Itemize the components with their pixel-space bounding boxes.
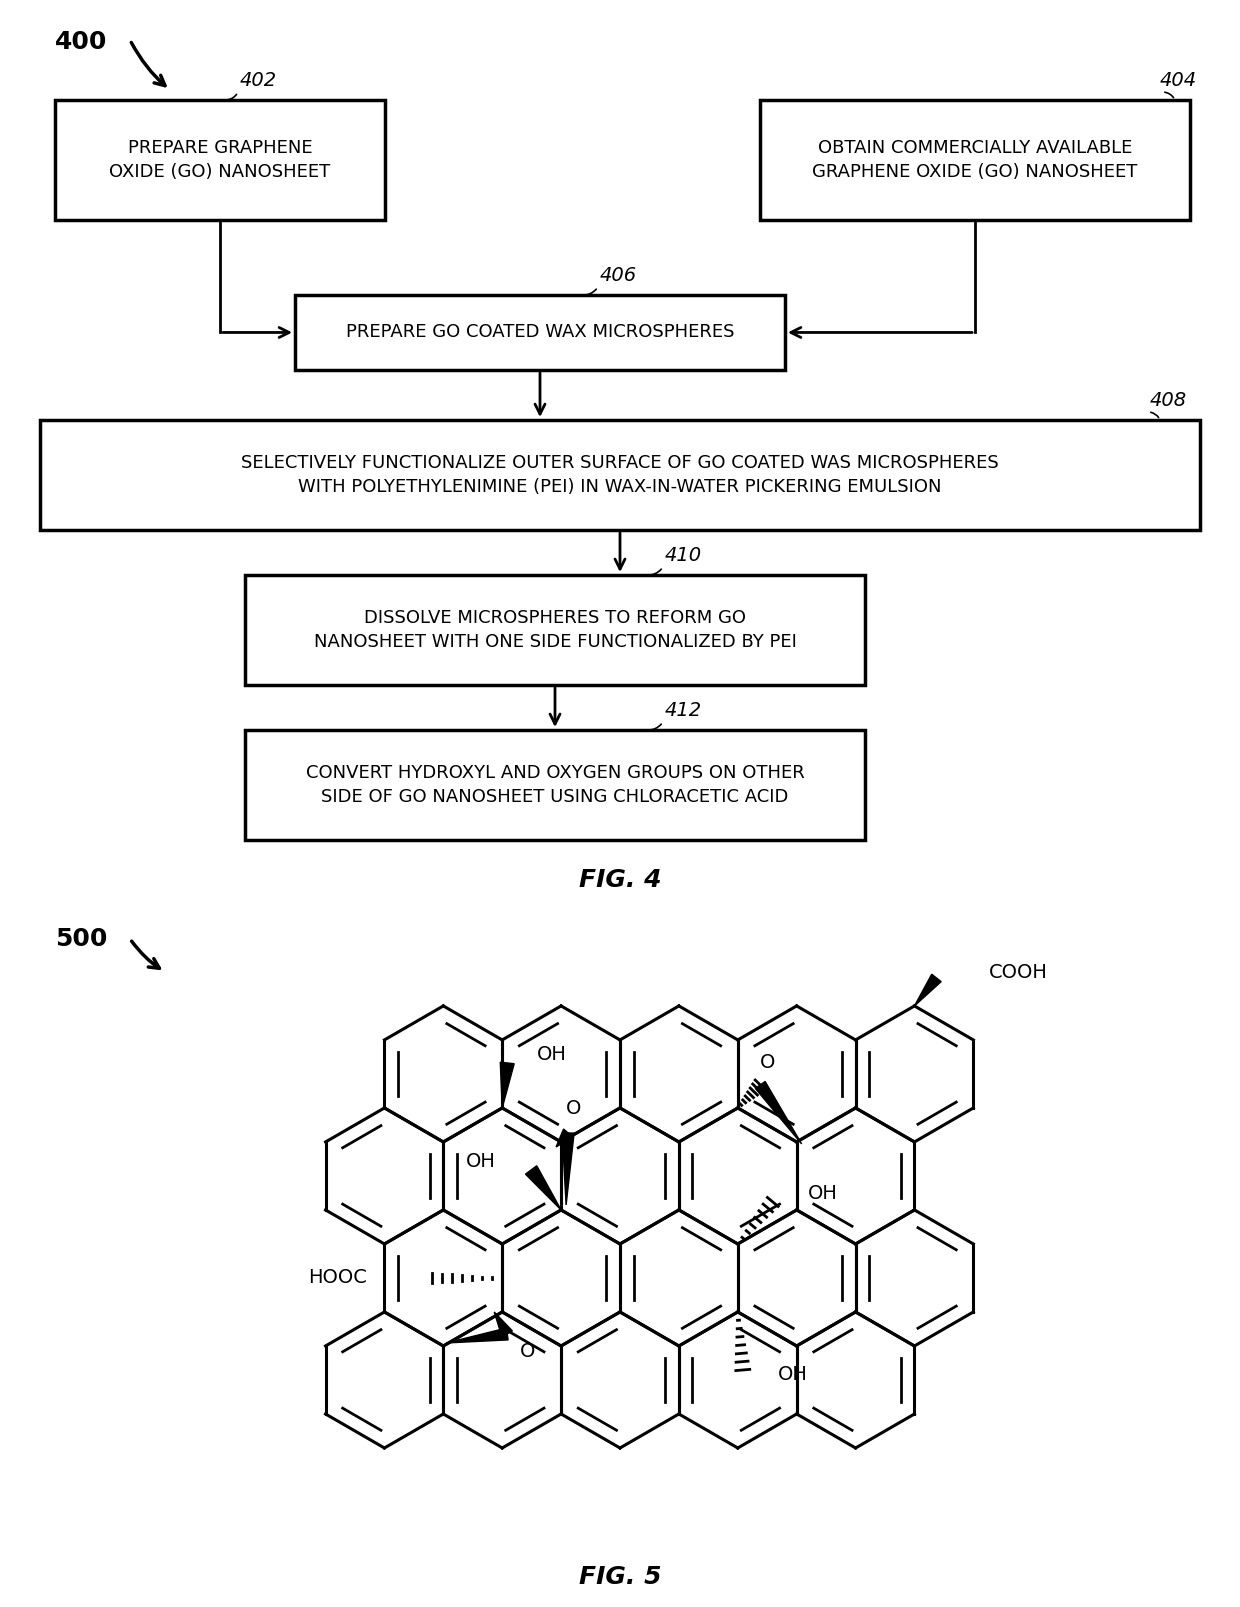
Text: OH: OH (466, 1152, 496, 1172)
Text: FIG. 5: FIG. 5 (579, 1565, 661, 1589)
Text: 406: 406 (600, 267, 637, 284)
Text: O: O (520, 1342, 534, 1361)
Polygon shape (526, 1165, 562, 1210)
Text: 400: 400 (55, 31, 108, 55)
Bar (760, 100, 1190, 220)
Text: PREPARE GO COATED WAX MICROSPHERES: PREPARE GO COATED WAX MICROSPHERES (346, 323, 734, 341)
Text: 402: 402 (241, 71, 277, 90)
Text: HOOC: HOOC (309, 1268, 367, 1287)
Polygon shape (495, 1311, 512, 1337)
Text: OH: OH (807, 1184, 838, 1204)
Polygon shape (500, 1062, 515, 1107)
Polygon shape (562, 1133, 574, 1205)
Polygon shape (556, 1130, 573, 1147)
Polygon shape (446, 1327, 508, 1343)
Text: OH: OH (537, 1046, 567, 1064)
Bar (246, 575, 866, 685)
Text: COOH: COOH (988, 964, 1048, 982)
Text: SELECTIVELY FUNCTIONALIZE OUTER SURFACE OF GO COATED WAS MICROSPHERES
WITH POLYE: SELECTIVELY FUNCTIONALIZE OUTER SURFACE … (241, 455, 999, 495)
Text: OBTAIN COMMERCIALLY AVAILABLE
GRAPHENE OXIDE (GO) NANOSHEET: OBTAIN COMMERCIALLY AVAILABLE GRAPHENE O… (812, 140, 1137, 180)
Text: 410: 410 (665, 546, 702, 566)
Text: CONVERT HYDROXYL AND OXYGEN GROUPS ON OTHER
SIDE OF GO NANOSHEET USING CHLORACET: CONVERT HYDROXYL AND OXYGEN GROUPS ON OT… (305, 765, 805, 805)
Text: FIG. 4: FIG. 4 (579, 868, 661, 892)
Text: O: O (760, 1054, 775, 1072)
Bar (246, 730, 866, 840)
Bar (55, 100, 384, 220)
Text: O: O (565, 1099, 580, 1118)
Polygon shape (914, 974, 941, 1006)
Text: 500: 500 (55, 927, 108, 951)
Text: OH: OH (777, 1366, 807, 1385)
Text: 412: 412 (665, 701, 702, 720)
Text: 404: 404 (1159, 71, 1197, 90)
Text: 408: 408 (1149, 391, 1187, 410)
Text: PREPARE GRAPHENE
OXIDE (GO) NANOSHEET: PREPARE GRAPHENE OXIDE (GO) NANOSHEET (109, 140, 331, 180)
Bar (295, 296, 785, 370)
Bar (40, 419, 1200, 530)
Polygon shape (755, 1082, 802, 1144)
Text: DISSOLVE MICROSPHERES TO REFORM GO
NANOSHEET WITH ONE SIDE FUNCTIONALIZED BY PEI: DISSOLVE MICROSPHERES TO REFORM GO NANOS… (314, 609, 796, 651)
